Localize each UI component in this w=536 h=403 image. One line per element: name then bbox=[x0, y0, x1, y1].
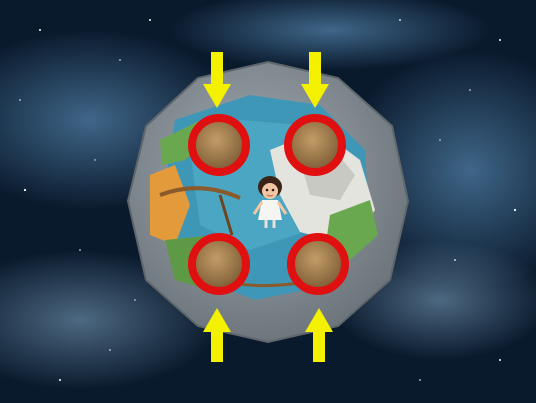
wooden-bridge bbox=[159, 186, 241, 200]
sand-island bbox=[150, 165, 190, 245]
target-bottom-left[interactable] bbox=[188, 233, 250, 295]
target-top-left[interactable] bbox=[188, 114, 250, 176]
nebula-cloud bbox=[170, 0, 490, 70]
down-arrow-icon bbox=[203, 52, 231, 108]
girl-avatar[interactable] bbox=[252, 176, 288, 228]
target-top-right[interactable] bbox=[284, 114, 346, 176]
dirt-patch-target-icon[interactable] bbox=[188, 233, 250, 295]
target-bottom-right[interactable] bbox=[287, 233, 349, 295]
up-arrow-icon bbox=[305, 308, 333, 362]
dirt-patch-target-icon[interactable] bbox=[188, 114, 250, 176]
starfield bbox=[19, 19, 517, 381]
dirt-patch-target-icon[interactable] bbox=[284, 114, 346, 176]
dirt-patch-target-icon[interactable] bbox=[287, 233, 349, 295]
up-arrow-icon bbox=[203, 308, 231, 362]
down-arrow-icon bbox=[301, 52, 329, 108]
